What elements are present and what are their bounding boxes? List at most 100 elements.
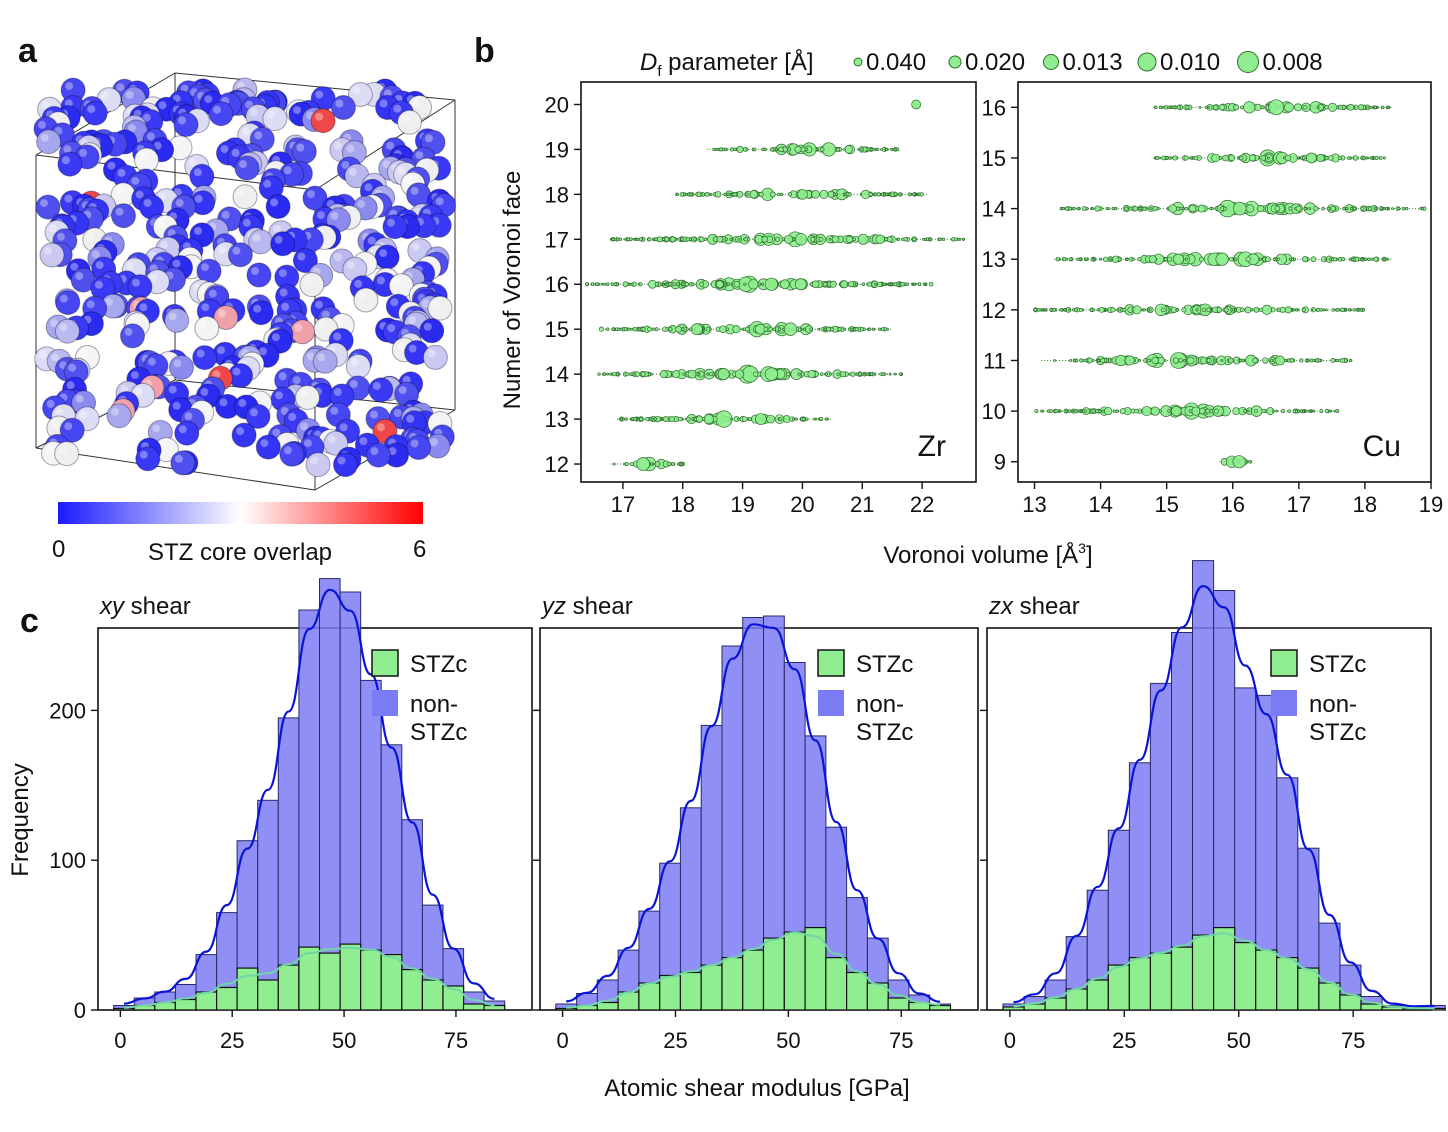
atom-highlight: [252, 233, 261, 242]
bubble-point: [729, 147, 734, 152]
atom-highlight: [147, 357, 156, 366]
bubble-point: [919, 192, 924, 197]
bubble-point: [699, 281, 705, 287]
atom-highlight: [310, 456, 318, 465]
bubble-point: [602, 282, 606, 286]
bubble-point: [778, 146, 784, 153]
bubble-point: [868, 192, 873, 197]
bubble-point: [896, 237, 901, 241]
bubble-point: [650, 417, 654, 421]
y-tick-label: 14: [982, 197, 1006, 222]
atom-highlight: [415, 151, 424, 160]
atom-highlight: [431, 415, 440, 424]
atom-highlight: [435, 197, 444, 206]
atom-highlight: [91, 250, 100, 259]
bubble-point: [1333, 409, 1337, 413]
atom-highlight: [198, 320, 207, 329]
x-tick-label: 75: [444, 1028, 468, 1053]
bubble-point: [1352, 308, 1356, 312]
atom-highlight: [401, 114, 410, 123]
atom: [36, 129, 62, 155]
bubble-point: [618, 237, 623, 241]
bubble-point: [1172, 357, 1180, 364]
bubble-point: [1229, 256, 1234, 262]
atom-highlight: [160, 241, 168, 249]
bubble-point: [716, 235, 724, 243]
bubble-point: [1087, 357, 1093, 364]
bubble-point: [1234, 257, 1238, 261]
element-label: Cu: [1363, 430, 1401, 463]
atom-highlight: [231, 148, 240, 157]
legend-swatch-stzc: [371, 649, 399, 677]
atom-highlight: [86, 300, 95, 309]
bubble-point: [766, 414, 775, 424]
atom: [35, 194, 61, 220]
y-tick-label: 12: [982, 298, 1006, 323]
atom-highlight: [152, 424, 161, 433]
bubble-point: [1360, 206, 1365, 211]
atom-highlight: [46, 399, 55, 408]
bubble-point: [1239, 307, 1245, 313]
bubble-point: [1040, 308, 1044, 312]
bubble-point: [668, 416, 675, 423]
bubble-point: [1324, 257, 1328, 261]
bubble-point: [877, 281, 883, 287]
bubble-point: [1071, 409, 1075, 413]
bubble-legend-label: 0.040: [866, 49, 926, 76]
bubble-legend: Df parameter [Å] 0.040 0.020 0.013 0.010 0.0…: [640, 48, 1323, 80]
bubble-point: [1204, 105, 1208, 109]
bubble-point: [748, 279, 759, 290]
bubble-point: [1176, 206, 1181, 211]
bubble-point: [1258, 307, 1264, 312]
bubble-point: [917, 282, 922, 287]
bubble-point: [763, 326, 769, 332]
bubble-point: [1351, 257, 1355, 261]
bubble-point: [865, 372, 869, 376]
atom-highlight: [221, 210, 230, 219]
atom-highlight: [232, 367, 241, 376]
atom-highlight: [379, 249, 388, 258]
bar-stzc: [783, 931, 806, 1011]
atom-highlight: [168, 312, 177, 321]
atom-highlight: [146, 132, 155, 141]
bubble-point: [829, 372, 832, 376]
bubble-point: [725, 282, 728, 286]
atom-highlight: [387, 218, 395, 227]
bubble-point: [1076, 207, 1080, 210]
atom-highlight: [168, 385, 177, 394]
bubble-point: [844, 193, 847, 196]
bubble-point: [684, 281, 690, 287]
bubble-point: [895, 147, 900, 152]
bubble-point: [1243, 101, 1256, 114]
bubble-point: [1104, 407, 1113, 416]
bubble-point: [1313, 206, 1319, 212]
atom: [234, 155, 260, 181]
atom-highlight: [201, 303, 210, 312]
bubble-point: [1062, 257, 1067, 262]
atom-highlight: [242, 218, 251, 227]
bubble-point: [1124, 355, 1135, 366]
bubble-point: [1111, 206, 1115, 211]
bubble-point: [1041, 409, 1045, 413]
bubble-point: [1367, 257, 1371, 261]
bubble-point: [868, 327, 872, 331]
bubble-point: [874, 282, 877, 286]
bubble-point: [641, 327, 646, 332]
bubble-point: [1052, 307, 1056, 312]
bubble-point: [606, 372, 609, 376]
bubble-point: [1220, 359, 1224, 362]
bubble-point: [1397, 207, 1401, 211]
atom-highlight: [153, 141, 162, 150]
atom-highlight: [237, 188, 245, 197]
atom-highlight: [101, 91, 109, 100]
bubble-point: [755, 413, 767, 425]
bubble-point: [1206, 307, 1212, 313]
atom-highlight: [217, 346, 225, 355]
atom: [111, 203, 136, 229]
bubble-point: [1386, 257, 1390, 261]
colorbar-gradient: [58, 502, 423, 524]
bubble-point: [1165, 156, 1169, 160]
atom: [323, 430, 349, 456]
atom-highlight: [397, 166, 406, 175]
shear-modulus-xlabel: Atomic shear modulus [GPa]: [604, 1075, 909, 1102]
